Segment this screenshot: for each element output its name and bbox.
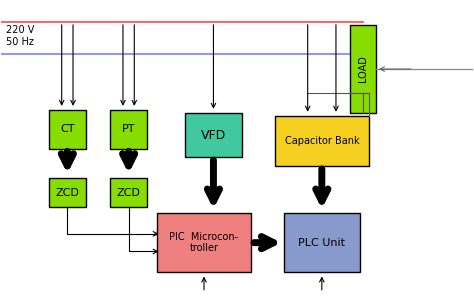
Text: PIC  Microcon-
troller: PIC Microcon- troller	[169, 232, 238, 253]
FancyBboxPatch shape	[48, 178, 86, 207]
Text: CT: CT	[60, 124, 74, 134]
FancyBboxPatch shape	[110, 178, 147, 207]
Text: ZCD: ZCD	[117, 188, 141, 198]
Text: ZCD: ZCD	[55, 188, 79, 198]
Text: PT: PT	[122, 124, 136, 134]
Text: VFD: VFD	[201, 129, 226, 142]
Text: Capacitor Bank: Capacitor Bank	[284, 136, 359, 146]
FancyBboxPatch shape	[48, 110, 86, 148]
FancyBboxPatch shape	[284, 213, 359, 272]
Text: 220 V
50 Hz: 220 V 50 Hz	[6, 25, 35, 47]
FancyBboxPatch shape	[110, 110, 147, 148]
Text: PLC Unit: PLC Unit	[298, 238, 346, 248]
FancyBboxPatch shape	[157, 213, 251, 272]
FancyBboxPatch shape	[275, 116, 369, 166]
Text: LOAD: LOAD	[358, 56, 368, 83]
FancyBboxPatch shape	[350, 25, 376, 113]
FancyBboxPatch shape	[185, 113, 242, 157]
